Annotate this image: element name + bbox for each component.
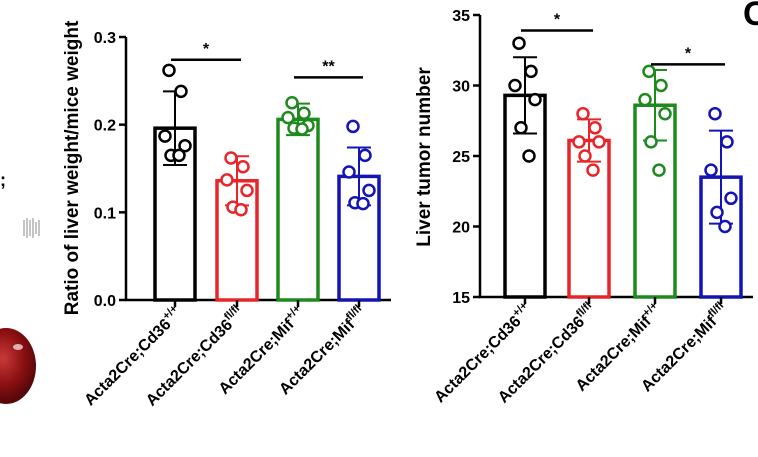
chart-liver-weight-ratio: Ratio of liver weight/mice weight 0.0 0.1 0… <box>62 20 391 410</box>
y-tick-label: 15 <box>452 290 470 307</box>
data-point <box>588 121 602 135</box>
significance-label: * <box>685 45 692 62</box>
bar <box>276 117 320 302</box>
data-point <box>342 165 356 179</box>
data-point <box>572 135 586 149</box>
y-tick-label: 35 <box>452 8 470 25</box>
y-axis-title: Ratio of liver weight/mice weight <box>62 20 83 315</box>
data-point <box>297 106 311 121</box>
data-point <box>240 183 254 198</box>
data-point <box>295 122 309 136</box>
data-point <box>362 183 376 198</box>
data-point <box>358 148 372 163</box>
data-point <box>528 92 542 107</box>
liver-specimen-image <box>0 328 36 404</box>
y-tick-label: 30 <box>452 79 470 96</box>
left-fragment-lines <box>23 218 40 238</box>
panel-letter: C <box>743 0 758 33</box>
y-tick-label: 0.3 <box>94 30 116 47</box>
data-point <box>236 159 250 174</box>
data-point <box>162 63 176 78</box>
data-point <box>578 149 592 163</box>
y-tick-label: 0.1 <box>94 205 116 222</box>
y-tick-label: 20 <box>452 220 470 237</box>
data-point <box>644 135 658 149</box>
data-point <box>512 36 526 50</box>
data-point <box>638 92 652 107</box>
bar <box>567 138 611 299</box>
significance-label: * <box>554 12 561 29</box>
data-point <box>158 129 172 143</box>
data-point <box>285 96 299 110</box>
data-point <box>178 138 192 153</box>
y-tick-label: 0.2 <box>94 118 116 135</box>
significance-label: ** <box>322 58 335 75</box>
data-point <box>658 106 672 121</box>
data-point <box>592 135 606 149</box>
data-point <box>356 196 370 211</box>
data-point <box>172 148 186 163</box>
data-point <box>281 110 295 125</box>
data-point <box>586 163 600 177</box>
data-point <box>524 64 538 79</box>
data-point <box>652 163 666 177</box>
y-axis-title: Liver tumor number <box>414 67 435 247</box>
chart-liver-tumor-number: Liver tumor number1520253035Acta2Cre;Cd3… <box>414 8 753 407</box>
data-point <box>654 78 668 93</box>
data-point <box>642 64 656 79</box>
y-tick-label: 0.0 <box>94 293 116 310</box>
left-fragment-text: ; <box>0 170 6 190</box>
y-tick-label: 25 <box>452 149 470 166</box>
data-point <box>710 205 724 220</box>
data-point <box>224 151 238 165</box>
left-partial-panel: ; <box>0 170 40 404</box>
significance-label: * <box>203 41 210 58</box>
data-point <box>220 173 234 187</box>
data-point <box>708 106 722 121</box>
data-point <box>174 84 188 99</box>
data-point <box>724 191 738 206</box>
data-point <box>718 219 732 234</box>
data-point <box>576 106 590 121</box>
data-point <box>514 121 528 135</box>
data-point <box>720 135 734 149</box>
data-point <box>346 119 360 134</box>
data-point <box>704 163 718 177</box>
data-point <box>508 78 522 93</box>
data-point <box>234 202 248 217</box>
data-point <box>522 149 536 163</box>
